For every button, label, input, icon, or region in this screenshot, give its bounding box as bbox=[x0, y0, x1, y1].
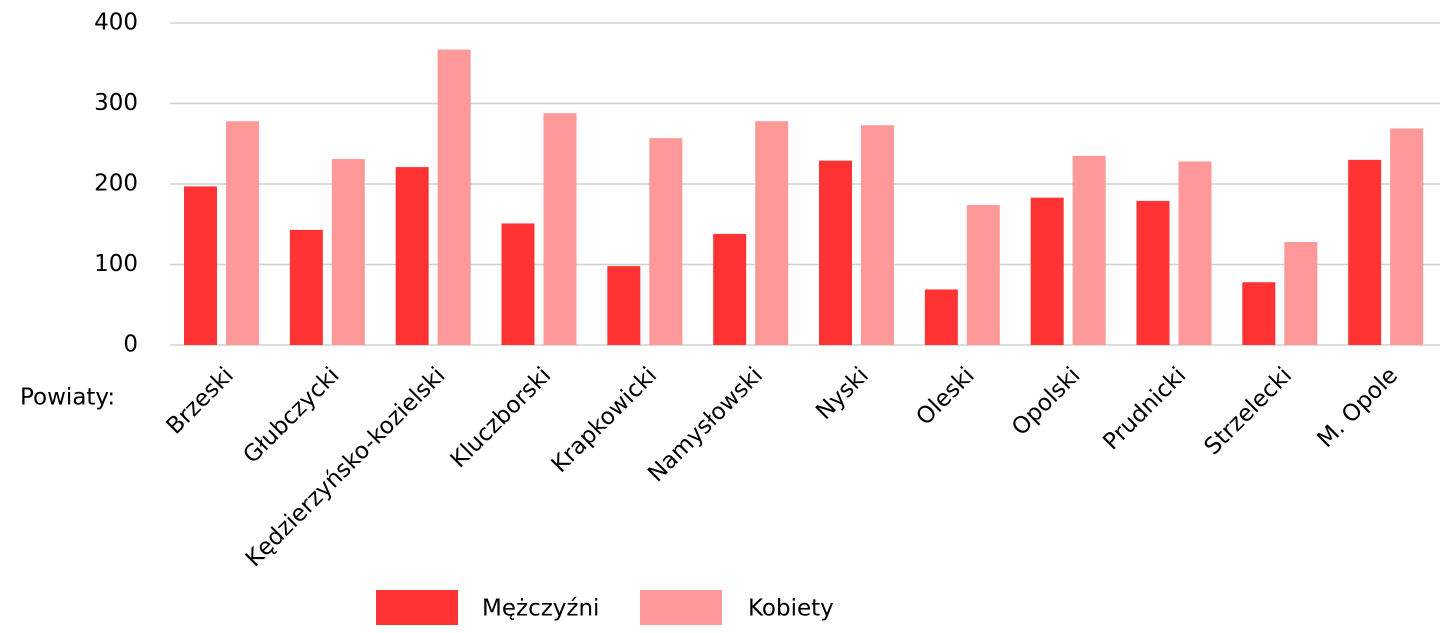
bar bbox=[1030, 197, 1064, 345]
x-tick-label: Kluczborski bbox=[446, 362, 557, 473]
bar bbox=[184, 186, 217, 345]
y-tick-label: 0 bbox=[123, 332, 138, 358]
x-tick-label: Głubczycki bbox=[238, 362, 344, 468]
x-tick-label: Strzelecki bbox=[1199, 362, 1297, 460]
bar bbox=[331, 159, 365, 345]
bar bbox=[861, 125, 894, 345]
bar bbox=[1284, 241, 1318, 345]
bar bbox=[819, 160, 852, 345]
bar bbox=[1390, 128, 1424, 345]
y-tick-label: 200 bbox=[94, 171, 138, 197]
bar bbox=[1136, 200, 1170, 345]
y-tick-label: 300 bbox=[94, 90, 138, 116]
legend-label: Kobiety bbox=[748, 596, 834, 622]
bar bbox=[1178, 161, 1212, 345]
bar bbox=[713, 233, 747, 345]
x-tick-label: M. Opole bbox=[1313, 362, 1403, 452]
bar bbox=[966, 204, 1000, 345]
bar bbox=[1242, 282, 1276, 345]
x-tick-label: Brzeski bbox=[162, 362, 239, 439]
bar bbox=[501, 223, 535, 345]
bar bbox=[543, 113, 577, 345]
y-tick-label: 400 bbox=[94, 10, 138, 36]
y-tick-label: 100 bbox=[94, 251, 138, 277]
x-tick-label: Krapkowicki bbox=[547, 362, 663, 478]
bar bbox=[395, 167, 429, 345]
x-tick-label: Kędzierzyńsko-kozielski bbox=[241, 362, 451, 572]
x-tick-label: Prudnicki bbox=[1098, 362, 1191, 455]
bar bbox=[755, 121, 789, 346]
bar bbox=[649, 138, 683, 345]
bar bbox=[1072, 155, 1106, 345]
x-tick-label: Opolski bbox=[1007, 362, 1085, 440]
bar bbox=[1348, 159, 1382, 345]
bar bbox=[924, 289, 958, 345]
legend-label: Mężczyźni bbox=[482, 596, 599, 622]
bar bbox=[226, 121, 259, 346]
legend-swatch bbox=[376, 590, 458, 625]
bar bbox=[437, 49, 471, 345]
legend-swatch bbox=[640, 590, 722, 625]
x-tick-label: Namysłowski bbox=[643, 362, 768, 487]
bar bbox=[607, 266, 641, 345]
bar bbox=[289, 229, 323, 345]
x-axis-label: Powiaty: bbox=[20, 385, 115, 411]
x-tick-label: Oleski bbox=[912, 362, 980, 430]
x-tick-label: Nyski bbox=[811, 362, 874, 425]
